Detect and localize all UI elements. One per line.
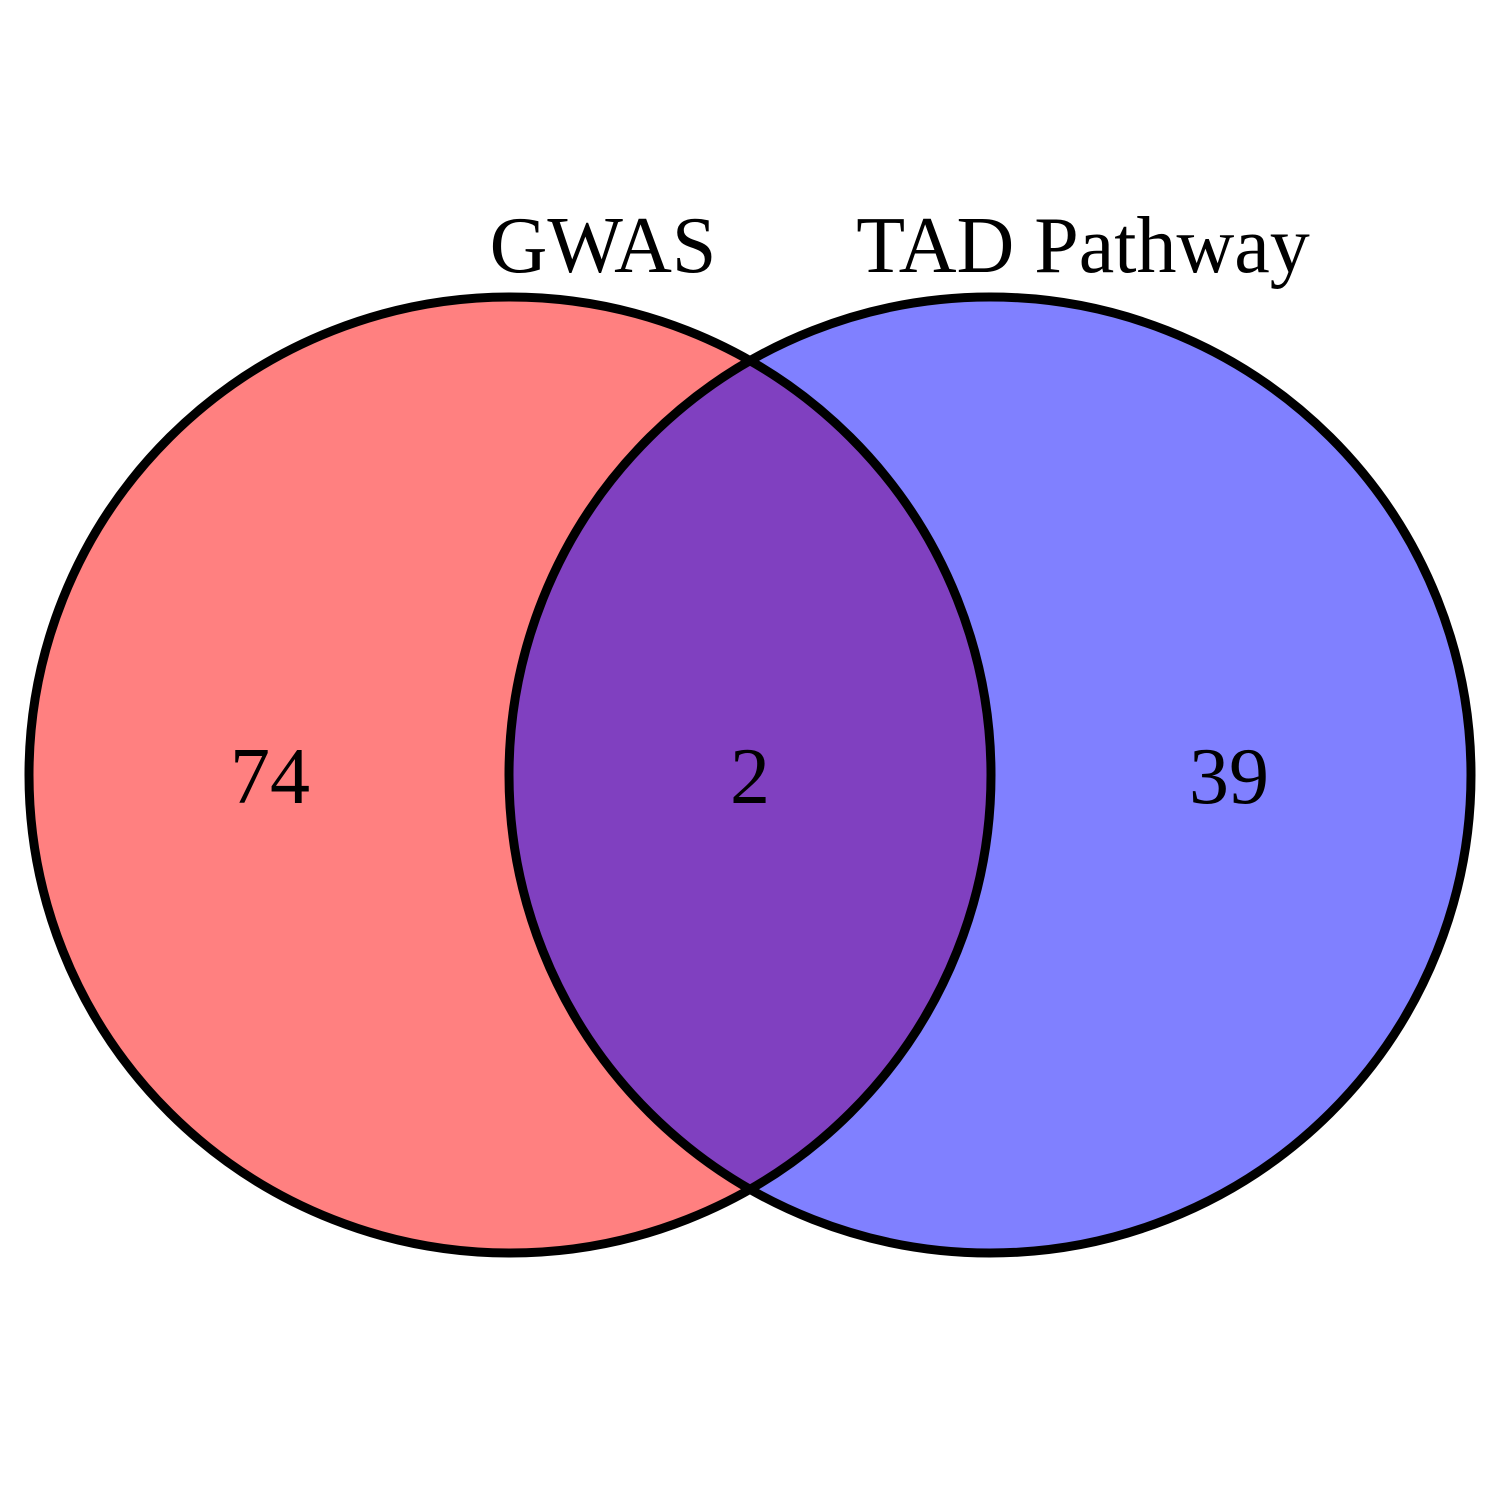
tad-pathway-circle-outline xyxy=(504,292,1476,1258)
tad-pathway-set-label: TAD Pathway xyxy=(856,202,1310,290)
overlap-count: 2 xyxy=(730,733,770,821)
gwas-circle-outline xyxy=(24,292,996,1258)
tad-pathway-only-count: 39 xyxy=(1189,733,1269,821)
gwas-set-label: GWAS xyxy=(490,202,717,290)
gwas-only-count: 74 xyxy=(230,733,310,821)
